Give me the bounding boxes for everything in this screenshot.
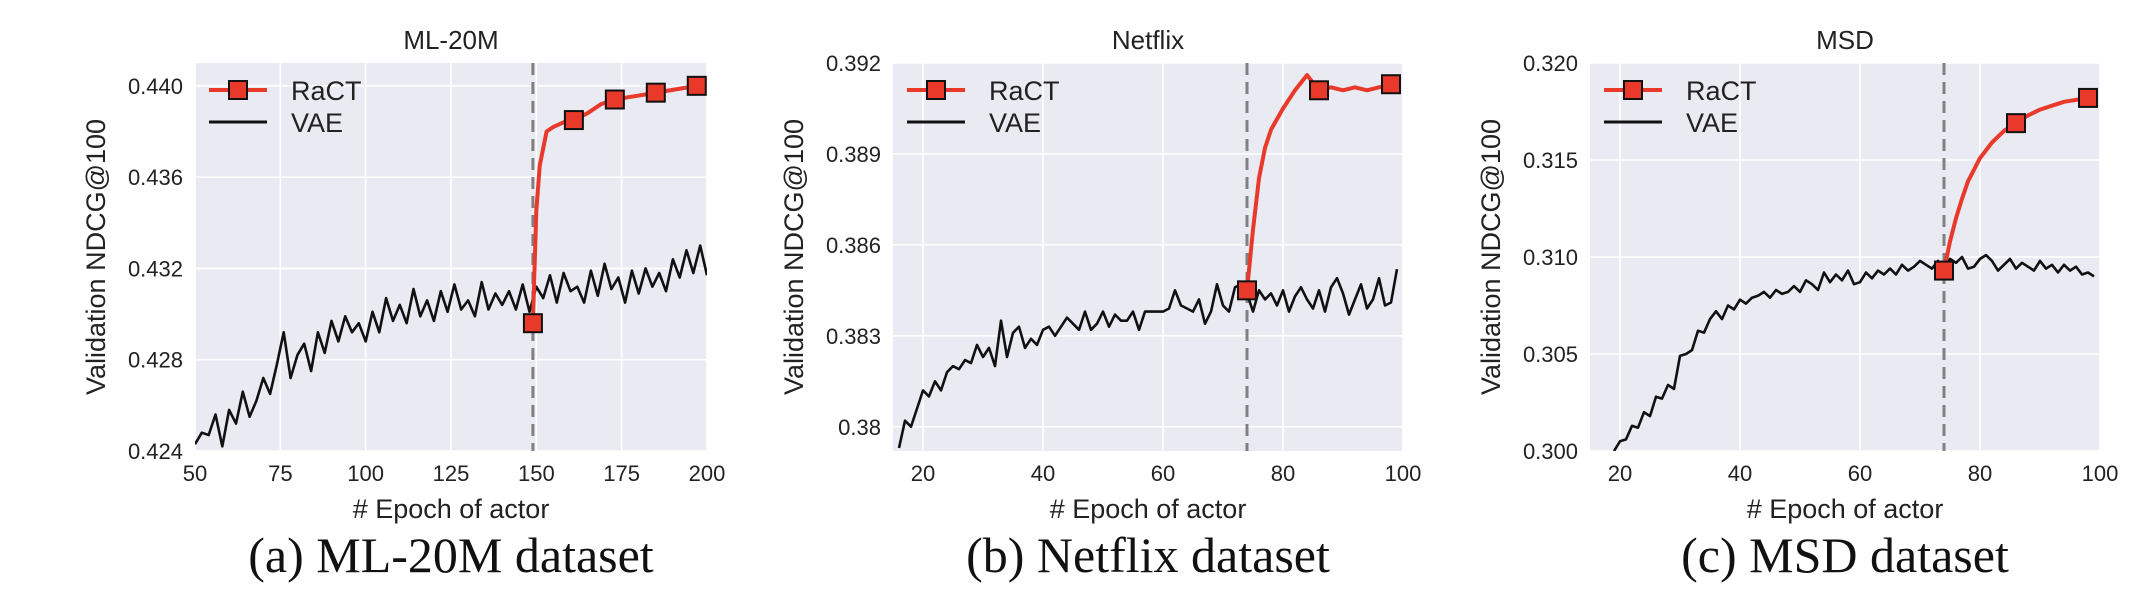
x-axis-label: # Epoch of actor — [1747, 494, 1944, 524]
y-tick-label: 0.320 — [1523, 51, 1578, 76]
series-line-vae — [1612, 253, 2095, 451]
legend-label-vae: VAE — [291, 108, 343, 138]
y-tick-label: 0.315 — [1523, 148, 1578, 173]
x-tick-label: 100 — [1385, 461, 1422, 486]
x-tick-label: 125 — [433, 461, 470, 486]
ract-marker — [1934, 260, 1954, 281]
chart-panel-2: 20 40 60 80 100 0.38 0.383 0.386 0.389 0.392 Netfl… — [779, 25, 1421, 583]
ract-marker — [1237, 280, 1257, 301]
legend-marker-ract — [926, 80, 946, 100]
x-tick-label: 100 — [2082, 461, 2119, 486]
panel-caption: (a) ML-20M dataset — [248, 527, 654, 583]
plot-area — [893, 63, 1403, 451]
y-tick-label: 0.300 — [1523, 439, 1578, 464]
legend-marker-ract — [228, 80, 248, 100]
y-axis-label: Validation NDCG@100 — [779, 119, 809, 395]
y-tick-label: 0.428 — [128, 348, 183, 373]
panel-caption: (c) MSD dataset — [1681, 527, 2009, 583]
series-line-ract — [1942, 95, 2089, 272]
x-tick-label: 50 — [183, 461, 207, 486]
ract-marker — [2006, 113, 2026, 134]
x-tick-label: 150 — [518, 461, 555, 486]
y-tick-label: 0.432 — [128, 256, 183, 281]
y-tick-label: 0.38 — [838, 415, 881, 440]
ract-marker — [1381, 74, 1401, 95]
ract-marker — [604, 89, 625, 110]
x-tick-label: 60 — [1151, 461, 1175, 486]
x-axis-label: # Epoch of actor — [1050, 494, 1247, 524]
legend-label-ract: RaCT — [291, 76, 362, 106]
y-axis-label: Validation NDCG@100 — [1476, 119, 1506, 395]
legend-label-ract: RaCT — [1686, 76, 1757, 106]
y-tick-label: 0.424 — [128, 439, 183, 464]
x-tick-label: 175 — [603, 461, 640, 486]
x-tick-label: 75 — [268, 461, 292, 486]
y-tick-label: 0.389 — [826, 142, 881, 167]
series-line-vae — [897, 268, 1399, 449]
x-tick-label: 80 — [1968, 461, 1992, 486]
x-tick-label: 80 — [1271, 461, 1295, 486]
x-axis-label: # Epoch of actor — [353, 494, 550, 524]
x-tick-label: 100 — [347, 461, 384, 486]
chart-title: Netflix — [1112, 25, 1184, 55]
series-line-vae — [195, 244, 707, 448]
x-tick-label: 200 — [689, 461, 726, 486]
ract-marker — [1309, 80, 1329, 101]
y-tick-label: 0.386 — [826, 233, 881, 258]
chart-panel-3: 20 40 60 80 100 0.300 0.305 0.310 0.315 0.320 MSD #… — [1476, 25, 2118, 583]
panel-caption: (b) Netflix dataset — [966, 527, 1330, 583]
legend-marker-ract — [1623, 80, 1643, 100]
legend-label-vae: VAE — [1686, 108, 1738, 138]
legend-label-vae: VAE — [989, 108, 1041, 138]
chart-title: MSD — [1816, 25, 1874, 55]
ract-marker — [2078, 87, 2098, 108]
x-tick-label: 40 — [1728, 461, 1752, 486]
x-tick-label: 20 — [911, 461, 935, 486]
x-tick-label: 40 — [1031, 461, 1055, 486]
chart-panel-1: 50 75 100 125 150 175 200 0.424 0.428 0.432 0.436 0… — [81, 25, 725, 583]
ract-marker — [522, 313, 543, 334]
chart-title: ML-20M — [403, 25, 498, 55]
legend-label-ract: RaCT — [989, 76, 1060, 106]
ract-marker — [645, 82, 666, 103]
y-tick-label: 0.305 — [1523, 342, 1578, 367]
y-tick-label: 0.392 — [826, 51, 881, 76]
y-tick-label: 0.310 — [1523, 245, 1578, 270]
ract-marker — [686, 75, 707, 96]
series-line-ract — [1245, 73, 1392, 291]
y-tick-label: 0.436 — [128, 165, 183, 190]
x-tick-label: 60 — [1848, 461, 1872, 486]
ract-marker — [563, 110, 584, 131]
x-tick-label: 20 — [1608, 461, 1632, 486]
y-tick-label: 0.383 — [826, 324, 881, 349]
y-axis-label: Validation NDCG@100 — [81, 119, 111, 395]
y-tick-label: 0.440 — [128, 74, 183, 99]
